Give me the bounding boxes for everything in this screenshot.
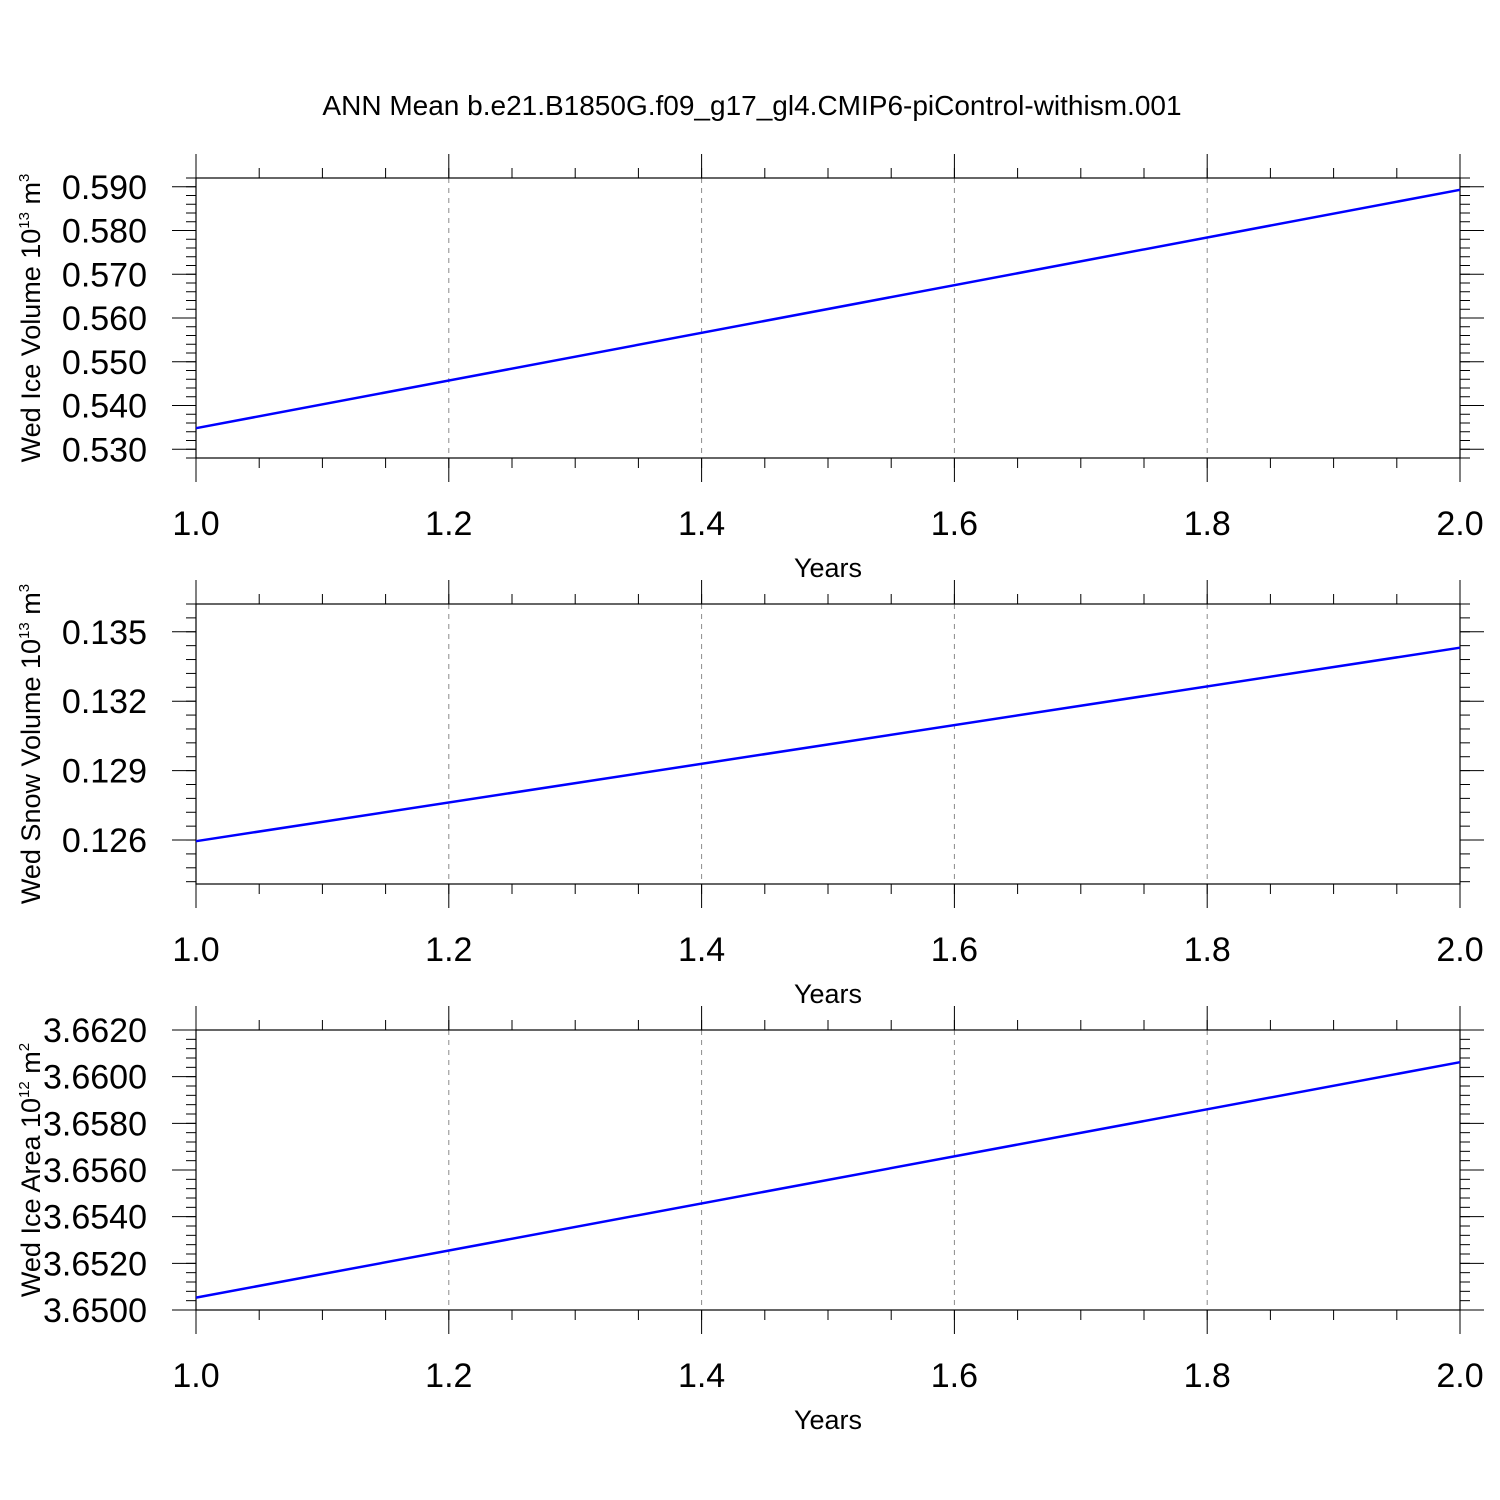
chart-title: ANN Mean b.e21.B1850G.f09_g17_gl4.CMIP6-… bbox=[322, 90, 1181, 121]
x-axis-label: Years bbox=[794, 553, 862, 583]
y-axis-label-text: Wed Ice Area 10 bbox=[16, 1098, 46, 1297]
chart-panel-1: 1.0 1.2 1.4 1.6 1.8 2.0 0.530 0.540 0.550 0.560 0.… bbox=[16, 154, 1484, 583]
x-tick-label: 1.8 bbox=[1184, 1357, 1231, 1395]
y-axis-label-text: Wed Snow Volume 10 bbox=[16, 639, 46, 904]
y-axis-label-text: m bbox=[16, 1051, 46, 1081]
y-tick-label: 0.550 bbox=[62, 344, 147, 382]
series-line bbox=[195, 1060, 1461, 1299]
y-axis-label-superscript: 2 bbox=[16, 1043, 33, 1051]
y-axis-label-superscript: 3 bbox=[16, 584, 33, 592]
x-tick-label: 1.4 bbox=[678, 1357, 725, 1395]
y-axis-label-superscript: 13 bbox=[16, 622, 33, 639]
y-tick-label: 0.540 bbox=[62, 388, 147, 426]
y-axis-label: Wed Ice Volume 1013 m3 bbox=[16, 174, 46, 463]
y-axis-label-text: Wed Ice Volume 10 bbox=[16, 229, 46, 463]
x-tick-label: 1.0 bbox=[172, 505, 219, 543]
plot-frame bbox=[195, 1029, 1461, 1311]
chart-panel-3: 1.0 1.2 1.4 1.6 1.8 2.0 3.6500 3.6520 3.6540 3.65… bbox=[16, 1006, 1484, 1435]
y-tick-label: 0.590 bbox=[62, 169, 147, 207]
y-axis-label: Wed Ice Area 1012 m2 bbox=[16, 1043, 46, 1297]
y-tick-label: 3.6600 bbox=[43, 1059, 147, 1097]
y-axis-label-superscript: 3 bbox=[16, 174, 33, 182]
x-tick-label: 1.2 bbox=[425, 931, 472, 969]
x-tick-label: 2.0 bbox=[1436, 505, 1483, 543]
plot-frame bbox=[195, 177, 1461, 459]
y-axis-label-text: m bbox=[16, 182, 46, 212]
y-tick-label: 0.570 bbox=[62, 256, 147, 294]
y-tick-label: 0.530 bbox=[62, 431, 147, 469]
chart-panel-2: 1.0 1.2 1.4 1.6 1.8 2.0 0.126 0.129 0.132 0.135 Ye… bbox=[16, 580, 1484, 1009]
x-tick-label: 1.4 bbox=[678, 505, 725, 543]
x-tick-label: 1.8 bbox=[1184, 505, 1231, 543]
x-tick-label: 1.6 bbox=[931, 505, 978, 543]
x-tick-label: 1.2 bbox=[425, 1357, 472, 1395]
series-line bbox=[195, 646, 1461, 843]
x-tick-label: 1.4 bbox=[678, 931, 725, 969]
y-tick-label: 3.6500 bbox=[43, 1292, 147, 1330]
x-tick-label: 1.6 bbox=[931, 931, 978, 969]
x-tick-label: 1.6 bbox=[931, 1357, 978, 1395]
x-tick-label: 2.0 bbox=[1436, 931, 1483, 969]
y-tick-label: 0.132 bbox=[62, 683, 147, 721]
y-tick-label: 0.135 bbox=[62, 614, 147, 652]
series-line bbox=[195, 188, 1461, 430]
y-tick-label: 3.6580 bbox=[43, 1105, 147, 1143]
y-axis-label-superscript: 12 bbox=[16, 1081, 33, 1098]
y-tick-label: 3.6520 bbox=[43, 1245, 147, 1283]
y-tick-label: 3.6620 bbox=[43, 1012, 147, 1050]
x-tick-label: 1.0 bbox=[172, 931, 219, 969]
x-axis-label: Years bbox=[794, 1405, 862, 1435]
y-tick-label: 0.126 bbox=[62, 822, 147, 860]
y-tick-label: 0.129 bbox=[62, 753, 147, 791]
y-tick-label: 0.580 bbox=[62, 213, 147, 251]
y-tick-label: 3.6560 bbox=[43, 1152, 147, 1190]
x-tick-label: 2.0 bbox=[1436, 1357, 1483, 1395]
y-axis-label-text: m bbox=[16, 592, 46, 622]
x-tick-label: 1.2 bbox=[425, 505, 472, 543]
y-axis-label-superscript: 13 bbox=[16, 212, 33, 229]
y-tick-label: 0.560 bbox=[62, 300, 147, 338]
x-axis-label: Years bbox=[794, 979, 862, 1009]
chart-panels: 1.0 1.2 1.4 1.6 1.8 2.0 0.530 0.540 0.550 0.560 0.… bbox=[16, 154, 1484, 1435]
x-tick-label: 1.0 bbox=[172, 1357, 219, 1395]
x-tick-label: 1.8 bbox=[1184, 931, 1231, 969]
y-tick-label: 3.6540 bbox=[43, 1199, 147, 1237]
y-axis-label: Wed Snow Volume 1013 m3 bbox=[16, 584, 46, 904]
